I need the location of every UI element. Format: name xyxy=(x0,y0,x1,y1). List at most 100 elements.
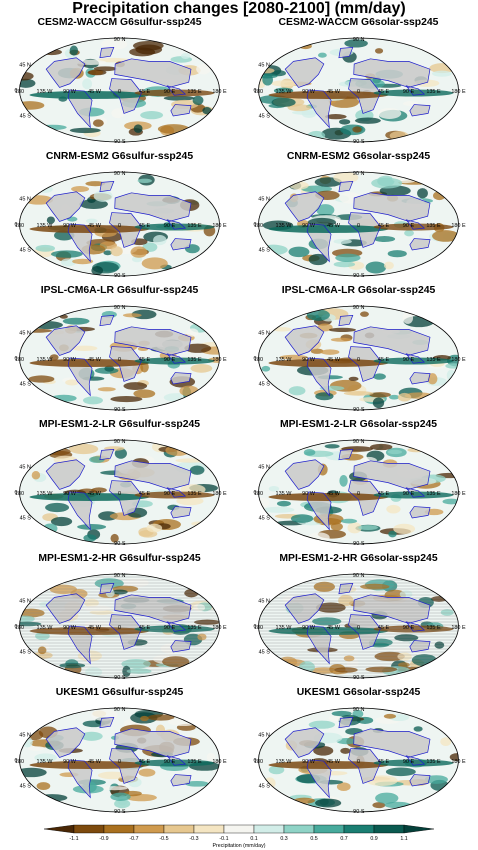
anomaly-patch xyxy=(72,258,94,265)
itcz-band xyxy=(373,89,454,97)
anomaly-patch xyxy=(85,218,98,224)
lat-label: 0 xyxy=(253,624,256,630)
anomaly-patch xyxy=(306,309,330,321)
lat-label: 45 N xyxy=(258,63,270,69)
map-panel: IPSL-CM6A-LR G6solar-ssp245 90 N 45 N 0 45 S… xyxy=(239,284,478,420)
map-panel: CESM2-WACCM G6sulfur-ssp245 90 N 45 N 0 45 S… xyxy=(0,16,239,152)
lon-label: 45 E xyxy=(378,625,390,631)
lon-label: 180 xyxy=(15,89,24,95)
anomaly-patch xyxy=(394,634,419,642)
coastline xyxy=(405,621,426,632)
lon-label: 90 W xyxy=(63,491,77,497)
lon-label: 90 E xyxy=(403,625,415,631)
anomaly-patch xyxy=(358,525,378,531)
anomaly-patch xyxy=(276,500,291,507)
lat-label: 90 S xyxy=(353,139,365,145)
lon-label: 90 E xyxy=(403,357,415,363)
lat-label: 45 S xyxy=(20,515,32,521)
lon-label: 180 E xyxy=(212,223,227,229)
anomaly-patch xyxy=(397,392,412,402)
masked-region xyxy=(46,459,85,490)
anomaly-patch xyxy=(375,792,399,804)
lon-label: 45 W xyxy=(88,89,102,95)
anomaly-patch xyxy=(370,443,393,451)
itcz-band xyxy=(268,493,389,501)
anomaly-patch xyxy=(19,767,47,778)
colorbar-tick-label: -1.1 xyxy=(69,836,78,842)
anomaly-patch xyxy=(153,234,167,246)
lon-label: 0 xyxy=(118,625,121,631)
colorbar-cell xyxy=(343,824,375,834)
lon-label: 180 E xyxy=(451,759,466,765)
lon-label: 135 E xyxy=(187,625,202,631)
masked-region xyxy=(307,90,332,128)
anomaly-patch xyxy=(372,802,386,809)
anomaly-patch xyxy=(355,117,381,124)
coastline xyxy=(45,727,86,758)
anomaly-patch xyxy=(360,583,390,590)
masked-region xyxy=(409,774,431,786)
colorbar-tick-label: 0.9 xyxy=(370,836,377,842)
coastline xyxy=(45,325,86,356)
lon-label: 0 xyxy=(357,89,360,95)
lon-label: 45 E xyxy=(378,759,390,765)
masked-region xyxy=(285,57,324,88)
lat-label: 90 N xyxy=(114,37,126,43)
colorbar-cell xyxy=(193,824,225,834)
lon-label: 45 E xyxy=(378,223,390,229)
masked-region xyxy=(68,492,93,530)
anomaly-patch xyxy=(279,354,308,360)
anomaly-patch xyxy=(308,720,336,729)
lat-label: 45 N xyxy=(258,599,270,605)
colorbar-cell xyxy=(223,824,255,834)
lon-label: 180 xyxy=(254,491,263,497)
anomaly-patch xyxy=(344,39,368,48)
lon-label: 0 xyxy=(118,491,121,497)
coastline xyxy=(409,372,431,385)
colorbar-cell xyxy=(103,824,135,834)
panel-title: UKESM1 G6sulfur-ssp245 xyxy=(55,687,184,698)
anomaly-patch xyxy=(101,786,128,791)
panel-title: MPI-ESM1-2-HR G6solar-ssp245 xyxy=(279,553,438,564)
coastline xyxy=(409,640,431,653)
coastline xyxy=(405,487,426,498)
anomaly-patch xyxy=(333,261,356,268)
lon-label: 180 xyxy=(15,357,24,363)
lon-label: 135 E xyxy=(426,89,441,95)
lat-label: 45 S xyxy=(20,247,32,253)
lon-label: 0 xyxy=(357,759,360,765)
coastline xyxy=(405,755,426,766)
coastline xyxy=(45,57,86,88)
anomaly-patch xyxy=(69,45,79,56)
lon-label: 180 E xyxy=(212,759,227,765)
anomaly-patch xyxy=(440,737,452,747)
masked-region xyxy=(114,326,191,356)
masked-region xyxy=(338,47,353,58)
itcz-band xyxy=(373,625,454,633)
lat-label: 90 N xyxy=(353,439,365,445)
anomaly-patch xyxy=(82,396,103,405)
anomaly-patch xyxy=(190,364,213,373)
lon-label: 135 W xyxy=(37,759,54,765)
lon-label: 180 E xyxy=(451,357,466,363)
anomaly-patch xyxy=(191,521,205,526)
anomaly-patch xyxy=(49,354,59,361)
lat-label: 45 N xyxy=(19,197,31,203)
anomaly-patch xyxy=(97,387,116,392)
anomaly-patch xyxy=(93,66,117,72)
anomaly-patch xyxy=(404,229,414,237)
masked-region xyxy=(353,192,430,222)
panel-title: CNRM-ESM2 G6sulfur-ssp245 xyxy=(45,151,194,162)
anomaly-patch xyxy=(413,726,423,732)
anomaly-patch xyxy=(328,715,344,722)
itcz-band xyxy=(268,91,389,99)
robinson-map: 90 N 45 N 0 45 S 90 S 180 135 W 90 W 45 W 0 45 E 90… xyxy=(253,171,466,279)
lat-label: 45 S xyxy=(259,515,271,521)
panel-title: CESM2-WACCM G6solar-ssp245 xyxy=(278,17,439,28)
masked-region xyxy=(114,192,191,222)
anomaly-patch xyxy=(388,530,397,538)
lon-label: 0 xyxy=(118,357,121,363)
anomaly-patch xyxy=(343,391,374,396)
anomaly-patch xyxy=(338,594,354,607)
